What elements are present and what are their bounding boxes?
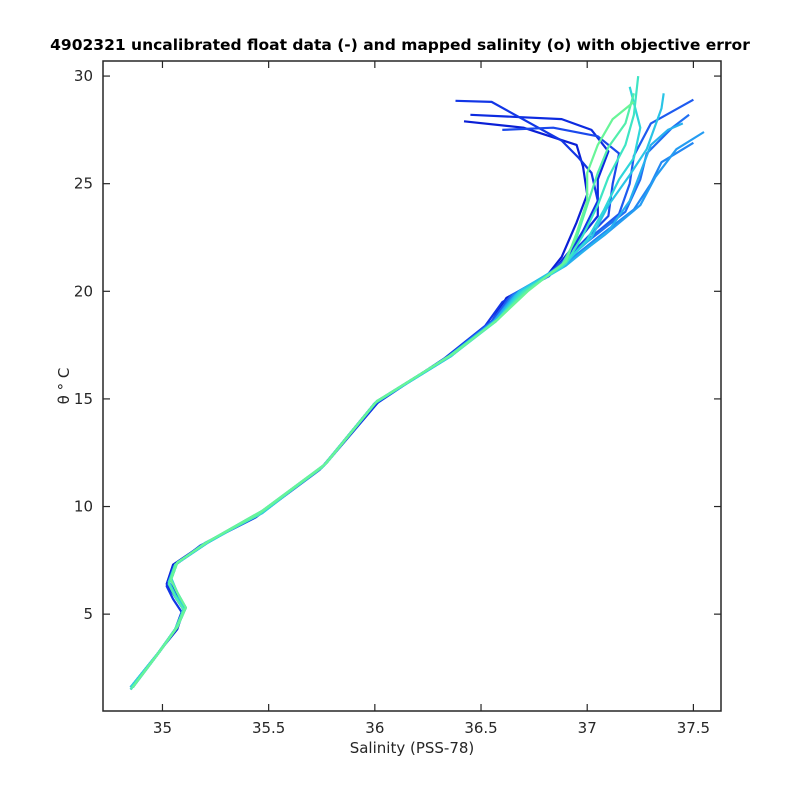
x-tick-label: 36 xyxy=(365,719,384,737)
profile-line-3 xyxy=(129,99,599,691)
ticks-layer: 35 35.5 36 36.5 37 37.5 5 10 15 20 25 30 xyxy=(74,61,721,737)
series-layer xyxy=(129,75,705,691)
y-axis-label: θ ° C xyxy=(55,368,73,405)
x-tick-label: 36.5 xyxy=(464,719,497,737)
x-tick-label: 35.5 xyxy=(252,719,285,737)
profile-line-5 xyxy=(129,98,694,688)
x-tick-label: 37.5 xyxy=(677,719,710,737)
profile-line-2 xyxy=(131,113,610,688)
profile-line-12 xyxy=(131,75,640,688)
y-tick-label: 15 xyxy=(74,390,93,408)
profile-line-4 xyxy=(131,126,621,688)
profile-line-11 xyxy=(129,86,642,688)
x-tick-label: 35 xyxy=(153,719,172,737)
y-tick-label: 20 xyxy=(74,282,93,300)
x-axis-label: Salinity (PSS-78) xyxy=(350,739,475,757)
profile-line-1 xyxy=(129,120,589,688)
profile-line-14 xyxy=(131,101,635,688)
profile-line-13 xyxy=(129,93,635,691)
profile-line-6 xyxy=(131,113,690,688)
x-tick-label: 37 xyxy=(578,719,597,737)
y-tick-label: 30 xyxy=(74,67,93,85)
y-tick-label: 10 xyxy=(74,498,93,516)
y-tick-label: 5 xyxy=(83,605,93,623)
axes-box xyxy=(102,60,722,712)
chart-title: 4902321 uncalibrated float data (-) and … xyxy=(50,36,750,54)
y-tick-label: 25 xyxy=(74,175,93,193)
profile-line-9 xyxy=(129,122,684,691)
